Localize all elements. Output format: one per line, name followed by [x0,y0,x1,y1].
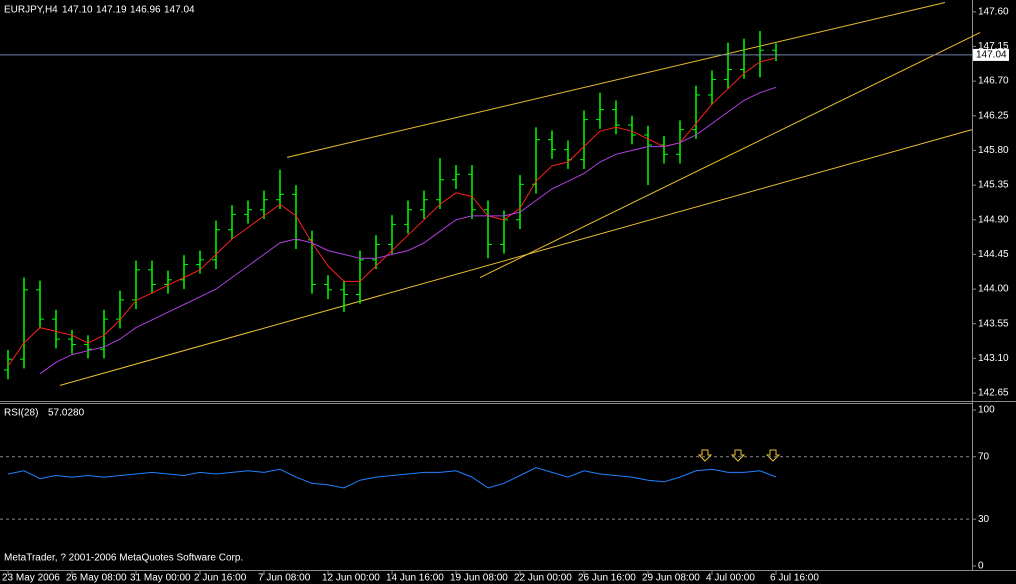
x-tick-label: 4 Jul 00:00 [706,573,755,584]
rsi-line [7,467,777,489]
x-tick-label: 2 Jun 16:00 [194,573,247,584]
y-tick-label: 0 [978,561,984,572]
trendline [59,129,973,386]
y-tick-label: 146.25 [978,110,1009,121]
moving-average [39,86,777,375]
arrow-icon [697,449,713,462]
x-tick-label: 12 Jun 00:00 [322,573,380,584]
x-tick-label: 7 Jun 08:00 [258,573,311,584]
copyright: MetaTrader, ? 2001-2006 MetaQuotes Softw… [4,553,243,564]
quote: 147.04 [164,5,195,16]
y-tick-label: 147.15 [978,41,1009,52]
signal-arrows [697,449,781,462]
x-tick-label: 31 May 00:00 [130,573,191,584]
x-tick-label: 22 Jun 00:00 [514,573,572,584]
last-price-box [973,48,1009,61]
y-tick-label: 144.00 [978,284,1009,295]
y-tick-label: 70 [978,451,990,462]
quote: 147.10 [62,5,93,16]
quote: 146.96 [130,5,161,16]
x-tick-label: 23 May 2006 [2,573,60,584]
y-tick-label: 146.70 [978,76,1009,87]
x-tick-label: 26 May 08:00 [66,573,127,584]
x-tick-label: 26 Jun 16:00 [578,573,636,584]
x-tick-label: 29 Jun 08:00 [642,573,700,584]
x-tick-label: 6 Jul 16:00 [770,573,819,584]
y-tick-label: 143.10 [978,353,1009,364]
indicator-value: 57.0280 [48,408,85,419]
y-tick-label: 142.65 [978,388,1009,399]
indicator-title: RSI(28) [4,408,38,419]
last-price-label: 147.04 [976,50,1007,61]
moving-average [7,57,777,367]
y-tick-label: 147.60 [978,6,1009,17]
y-tick-label: 30 [978,514,990,525]
y-tick-label: 143.55 [978,318,1009,329]
quote: 147.19 [96,5,127,16]
y-tick-label: 100 [978,405,995,416]
arrow-icon [765,449,781,462]
trendline [479,32,981,278]
x-tick-label: 19 Jun 08:00 [450,573,508,584]
arrow-icon [730,449,746,462]
y-tick-label: 145.80 [978,145,1009,156]
y-tick-label: 145.35 [978,180,1009,191]
trendline [286,2,946,158]
y-tick-label: 144.45 [978,249,1009,260]
y-tick-label: 144.90 [978,214,1009,225]
x-tick-label: 14 Jun 16:00 [386,573,444,584]
symbol-title: EURJPY,H4 [4,5,58,16]
